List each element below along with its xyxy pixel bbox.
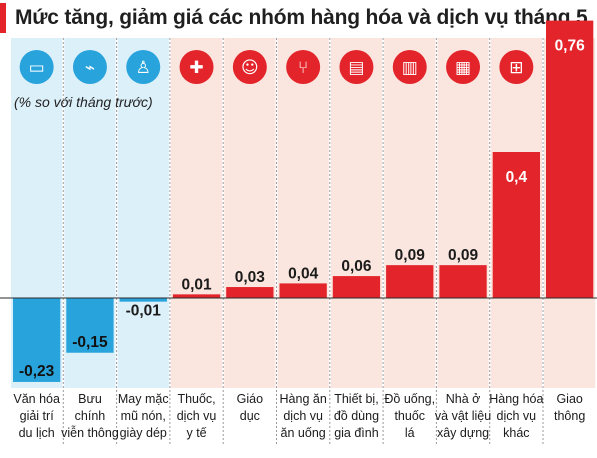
- chart-title: Mức tăng, giảm giá các nhóm hàng hóa và …: [0, 0, 597, 36]
- category-label: dịch vụ: [177, 409, 217, 423]
- bar-value-label: 0,4: [506, 169, 528, 186]
- bar-value-label: 0,01: [181, 276, 212, 293]
- shopping-cart-icon: [499, 50, 534, 84]
- category-label: Nhà ở: [446, 392, 481, 406]
- category-label: viễn thông: [61, 425, 119, 440]
- bar: [492, 152, 540, 298]
- bar-value-label: -0,23: [19, 363, 55, 380]
- bar: [546, 20, 594, 298]
- category-label: Giao: [556, 392, 582, 406]
- bar: [66, 298, 114, 353]
- category-label: ăn uống: [281, 426, 326, 440]
- bar: [13, 298, 61, 382]
- bar: [279, 283, 327, 298]
- antenna-icon-glyph: ⌁: [85, 58, 95, 78]
- category-label: du lịch: [19, 426, 55, 440]
- buildings-icon: [446, 50, 481, 84]
- category-label: Thuốc,: [177, 392, 215, 406]
- medical-kit-icon-glyph: ✚: [189, 58, 203, 78]
- category-label: dịch vụ: [497, 409, 537, 423]
- fork-knife-icon: [286, 50, 321, 84]
- medical-kit-icon: [179, 50, 214, 84]
- category-label: gia đình: [334, 426, 379, 440]
- column-background: [170, 38, 223, 388]
- chart-title-text: Mức tăng, giảm giá các nhóm hàng hóa và …: [15, 6, 588, 29]
- category-label: Thiết bị,: [334, 392, 378, 406]
- bar-value-label: 0,09: [448, 247, 479, 264]
- category-label: thuốc: [394, 409, 425, 423]
- shopping-cart-icon-glyph: ⊞: [509, 58, 523, 78]
- appliances-icon: [339, 50, 374, 84]
- column-background: [437, 38, 489, 388]
- category-label: Hàng ăn: [280, 392, 327, 406]
- bar-value-label: 0,06: [341, 258, 372, 275]
- category-label: dịch vụ: [283, 409, 323, 423]
- column-background: [277, 38, 329, 388]
- category-label: giải trí: [20, 409, 55, 423]
- bar-value-label: 0,04: [288, 265, 319, 282]
- bar: [226, 287, 274, 298]
- bar-value-label: 0,03: [235, 269, 266, 286]
- category-label: giày dép: [120, 426, 167, 440]
- category-label: Hàng hóa: [489, 392, 543, 406]
- bar-value-label: 0,76: [555, 38, 586, 55]
- category-label: chính: [75, 409, 106, 423]
- bar: [172, 294, 221, 298]
- bar: [119, 298, 167, 302]
- category-label: Giáo: [237, 392, 263, 406]
- category-label: Văn hóa: [13, 392, 60, 406]
- bar: [386, 265, 434, 298]
- bar-value-label: 0,09: [395, 247, 426, 264]
- clothing-icon: [126, 50, 161, 84]
- column-background: [330, 38, 383, 388]
- fork-knife-icon-glyph: ⑂: [298, 58, 308, 78]
- category-label: đồ dùng: [334, 409, 379, 423]
- bar: [332, 276, 381, 298]
- category-label: May mặc: [118, 392, 169, 406]
- column-background: [384, 38, 436, 388]
- bar-value-label: -0,01: [126, 303, 162, 320]
- category-label: mũ nón,: [121, 409, 166, 423]
- category-label: Bưu: [78, 392, 102, 406]
- category-label: Đồ uống,: [384, 392, 435, 406]
- column-background: [224, 38, 276, 388]
- drinks-icon-glyph: ▥: [402, 58, 418, 78]
- category-label: dục: [240, 409, 260, 423]
- clothing-icon-glyph: ♙: [136, 58, 151, 78]
- category-label: và vật liệu: [435, 409, 491, 423]
- category-label: thông: [554, 409, 585, 423]
- chart-subtitle: (% so với tháng trước): [14, 94, 153, 110]
- bar: [439, 265, 487, 298]
- buildings-icon-glyph: ▦: [455, 58, 471, 78]
- graduate-icon: [232, 50, 267, 84]
- appliances-icon-glyph: ▤: [348, 58, 364, 78]
- tv-icon: [19, 50, 54, 84]
- category-label: y tế: [186, 426, 206, 440]
- category-label: xây dựng: [437, 426, 489, 440]
- antenna-icon: [72, 50, 107, 84]
- column-background: [117, 38, 169, 388]
- category-label: lá: [405, 426, 415, 440]
- category-label: khác: [503, 426, 529, 440]
- title-accent-bar: [0, 3, 6, 33]
- graduate-icon-glyph: ☺: [241, 58, 259, 78]
- drinks-icon: [392, 50, 427, 84]
- bar-value-label: -0,15: [72, 334, 108, 351]
- tv-icon-glyph: ▭: [29, 58, 45, 78]
